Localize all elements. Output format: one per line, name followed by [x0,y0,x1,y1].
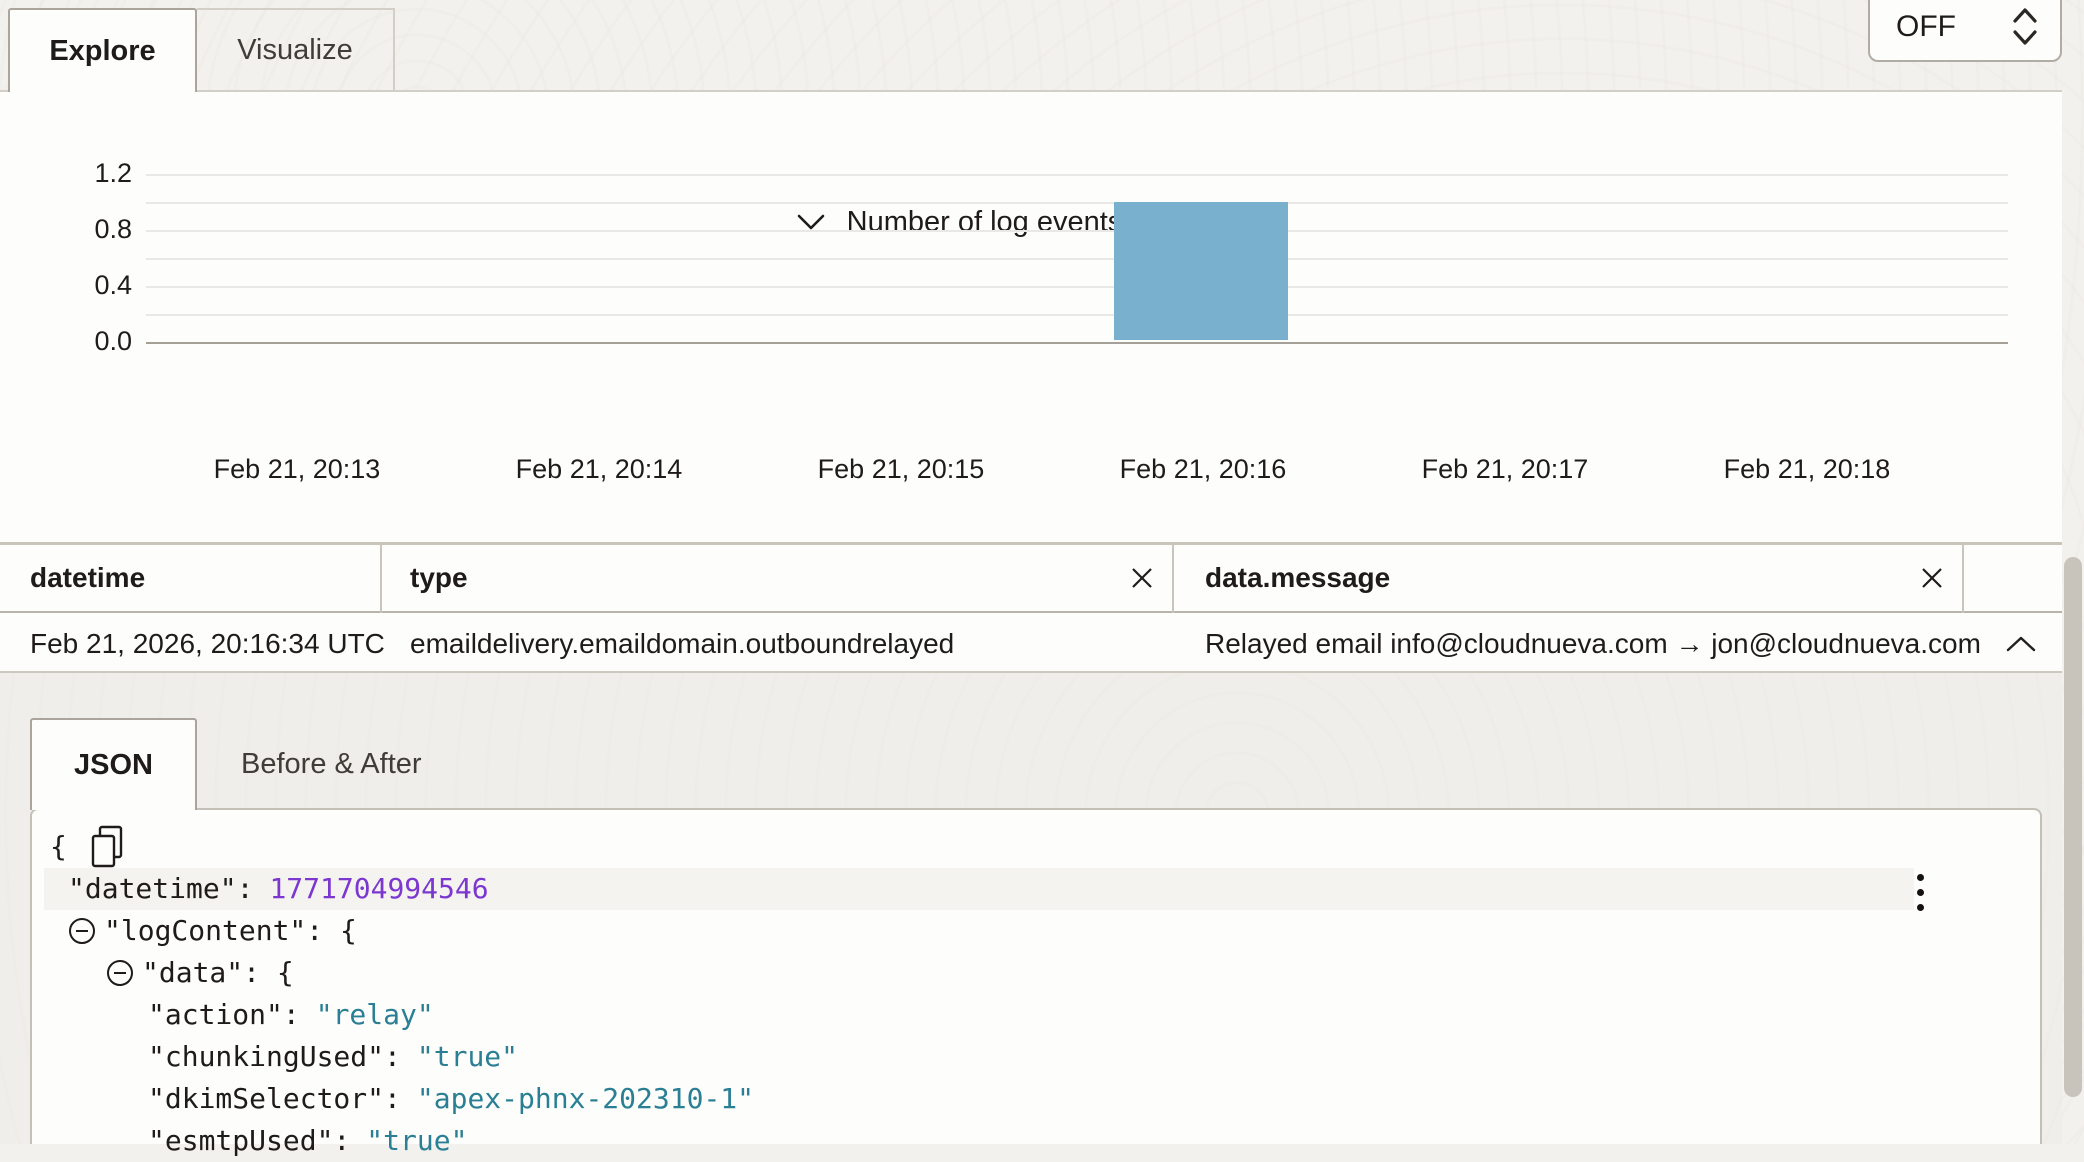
json-line-data: "data": { [104,952,294,994]
column-divider [380,543,382,613]
tab-explore-label: Explore [49,34,156,67]
copy-icon[interactable] [89,740,224,954]
json-string-value: "true" [366,1124,468,1157]
results-table-header [0,543,2062,613]
remove-column-type-icon[interactable] [1124,560,1160,596]
json-line-open: { [50,825,224,868]
json-line-chunkingused: "chunkingUsed": "true" [148,1036,518,1078]
y-tick-0.4: 0.4 [94,270,132,300]
kebab-menu-icon[interactable] [1916,874,1924,911]
json-string-value: "true" [416,1040,519,1073]
gridline [146,174,2008,176]
collapse-row-icon[interactable] [2004,634,2038,654]
tab-json-label: JSON [74,748,153,781]
json-number-value: 1771704994546 [269,872,489,905]
x-tick-20-13: Feb 21, 20:13 [213,454,381,484]
tab-visualize-label: Visualize [237,33,353,66]
x-axis-line [146,342,2008,344]
cell-type: emaildelivery.emaildomain.outboundrelaye… [410,628,955,659]
json-line-esmtpused: "esmtpUsed": "true" [148,1120,467,1162]
json-string-value: "apex-phnx-202310-1" [416,1082,755,1115]
gridline [146,286,2008,288]
gridline [146,230,2008,232]
y-tick-1.2: 1.2 [94,158,132,188]
gridline [146,314,2008,316]
json-string-value: "relay" [315,998,434,1031]
json-key: "data": { [142,956,294,989]
x-tick-20-14: Feb 21, 20:14 [515,454,683,484]
tab-before-after-label: Before & After [241,747,422,780]
json-key: "dkimSelector": [148,1082,401,1115]
column-header-type[interactable]: type [410,562,468,593]
json-viewer: { "datetime": 1771704994546 "logContent"… [30,808,2042,1157]
remove-column-message-icon[interactable] [1914,560,1950,596]
column-header-data-message[interactable]: data.message [1205,562,1391,593]
tab-visualize[interactable]: Visualize [197,8,395,90]
x-tick-20-17: Feb 21, 20:17 [1421,454,1589,484]
json-line-logcontent: "logContent": { [66,910,357,952]
json-key: "datetime": [68,872,254,905]
x-tick-20-16: Feb 21, 20:16 [1119,454,1287,484]
tab-json[interactable]: JSON [30,718,197,810]
spinner-chevrons-icon[interactable] [2012,4,2038,50]
json-key: "action": [148,998,300,1031]
log-event-row[interactable] [0,613,2062,673]
auto-refresh-value: OFF [1896,10,1956,43]
column-divider [1172,543,1174,613]
vertical-scrollbar[interactable] [2064,557,2082,1097]
tab-explore[interactable]: Explore [8,8,197,92]
chart-title-row: Number of log events per minute [0,200,2062,244]
cell-datetime: Feb 21, 2026, 20:16:34 UTC [30,628,385,659]
json-key: "chunkingUsed": [148,1040,401,1073]
json-line-action: "action": "relay" [148,994,434,1036]
json-key: "logContent": { [104,914,357,947]
auto-refresh-select[interactable]: OFF [1868,0,2062,62]
chart-card: Number of log events per minute 1.2 0.8 … [0,90,2062,605]
json-highlight-row [44,868,1914,910]
y-tick-0.0: 0.0 [94,326,132,356]
column-divider [1962,543,1964,613]
gridline [146,258,2008,260]
tab-before-after[interactable]: Before & After [197,720,497,808]
cell-message: Relayed email info@cloudnueva.com → jon@… [1205,628,1981,659]
json-line-dkimselector: "dkimSelector": "apex-phnx-202310-1" [148,1078,754,1120]
x-tick-20-15: Feb 21, 20:15 [817,454,985,484]
x-tick-20-18: Feb 21, 20:18 [1723,454,1891,484]
collapse-node-icon[interactable] [104,957,136,989]
json-line-datetime: "datetime": 1771704994546 [68,868,489,910]
bar-20-16[interactable] [1114,202,1288,340]
column-header-datetime[interactable]: datetime [30,562,146,593]
chart-collapse-icon[interactable] [795,212,827,232]
open-brace: { [50,830,67,863]
collapse-node-icon[interactable] [66,915,98,947]
y-tick-0.8: 0.8 [94,214,132,244]
gridline [146,202,2008,204]
json-key: "esmtpUsed": [148,1124,351,1157]
